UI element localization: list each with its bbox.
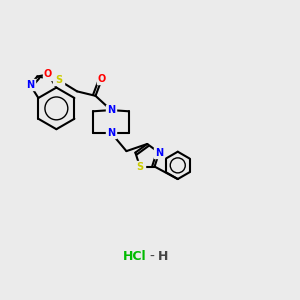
Text: N: N [26, 80, 34, 90]
Text: N: N [107, 105, 115, 115]
Bar [106, 127, 116, 138]
Bar [53, 75, 64, 86]
Text: O: O [98, 74, 106, 84]
Text: HCl: HCl [123, 250, 147, 263]
Bar [97, 73, 107, 84]
Bar [106, 105, 116, 116]
Text: N: N [155, 148, 163, 158]
Bar [134, 161, 145, 172]
Bar [25, 80, 35, 90]
Text: H: H [158, 250, 169, 263]
Text: O: O [44, 69, 52, 80]
Bar [154, 147, 164, 158]
Text: S: S [136, 162, 143, 172]
Text: N: N [107, 128, 115, 138]
Text: S: S [55, 75, 62, 85]
Bar [43, 69, 53, 80]
Text: -: - [149, 250, 154, 264]
